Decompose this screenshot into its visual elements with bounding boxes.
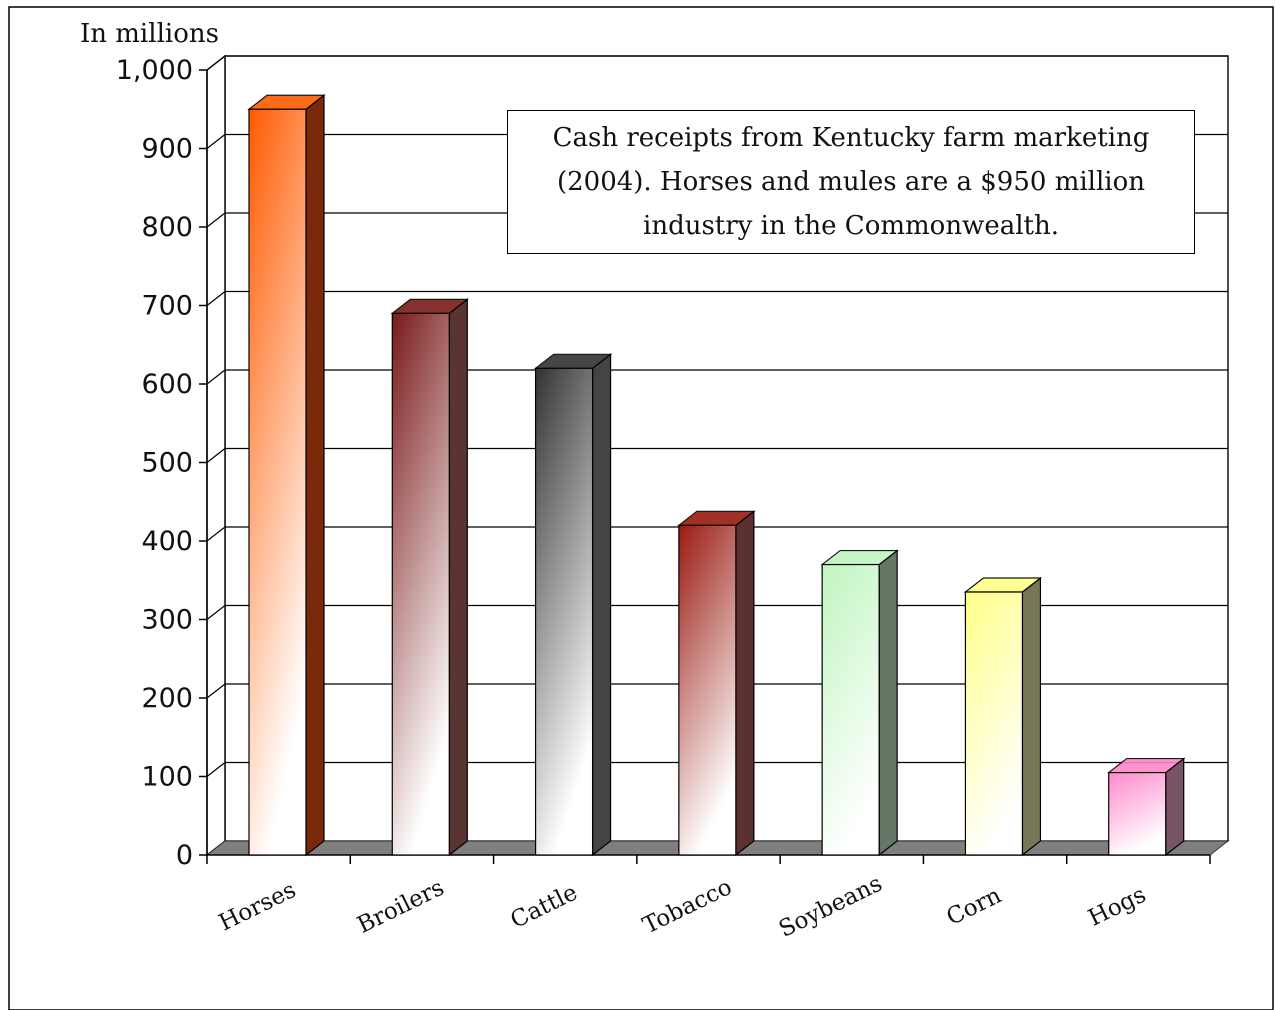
bar-cattle <box>533 353 613 857</box>
y-tick-label: 100 <box>141 762 193 793</box>
bar-front <box>534 367 594 856</box>
gridline-side <box>206 291 226 306</box>
y-tick-label: 600 <box>141 369 193 400</box>
gridline-side <box>206 134 226 149</box>
gridline-side <box>206 526 226 542</box>
y-tick-label: 700 <box>141 291 193 322</box>
chart-border <box>8 6 1274 1010</box>
bar-side <box>1021 576 1042 857</box>
bar-side <box>1165 757 1185 857</box>
y-tick-label: 400 <box>141 526 193 557</box>
x-category-label: Hogs <box>1084 882 1150 932</box>
bar-front <box>1108 771 1167 856</box>
x-category-label: Broilers <box>353 875 448 939</box>
bar-side <box>591 353 612 857</box>
y-tick-label: 300 <box>141 605 193 636</box>
bar-side <box>878 549 898 857</box>
x-category-label: Horses <box>215 877 300 936</box>
bar-front <box>821 563 880 856</box>
bar-broilers <box>390 298 470 857</box>
x-category-label: Soybeans <box>775 871 886 943</box>
y-tick-label: 0 <box>176 840 193 871</box>
bar-soybeans <box>820 549 899 857</box>
y-tick-label: 500 <box>141 448 193 479</box>
bar-side <box>305 94 325 857</box>
bar-tobacco <box>677 510 756 857</box>
bar-hogs <box>1106 757 1186 857</box>
y-tick-label: 900 <box>141 134 193 165</box>
chart-annotation: Cash receipts from Kentucky farm marketi… <box>507 110 1195 254</box>
gridline-side <box>206 762 226 777</box>
y-axis-unit-label: In millions <box>80 19 219 49</box>
gridline-side <box>206 55 226 71</box>
bar-side <box>448 298 468 857</box>
y-axis: 0 100 200 300 400 500 600 700 800 900 1,000 <box>116 55 208 871</box>
gridline-side <box>206 448 226 463</box>
gridline-side <box>206 683 226 699</box>
y-tick-label: 1,000 <box>116 55 193 86</box>
x-category-label: Tobacco <box>639 874 736 939</box>
category-labels: Horses Broilers Cattle Tobacco Soybeans Corn H… <box>215 871 1150 943</box>
x-axis <box>206 854 1211 864</box>
bar-corn <box>963 576 1043 857</box>
bar-front <box>391 312 450 856</box>
gridline-side <box>206 369 226 385</box>
bar-side <box>735 510 755 857</box>
y-tick-label: 800 <box>141 212 193 243</box>
bar-front <box>964 591 1024 856</box>
bar-horses <box>247 94 326 857</box>
x-category-label: Cattle <box>507 880 582 934</box>
gridline-side <box>206 212 226 228</box>
x-category-label: Corn <box>943 882 1006 931</box>
bars <box>247 94 1186 857</box>
gridline-side <box>206 605 226 620</box>
bar-front <box>678 524 737 856</box>
bar-front <box>248 108 307 856</box>
y-tick-label: 200 <box>141 683 193 714</box>
